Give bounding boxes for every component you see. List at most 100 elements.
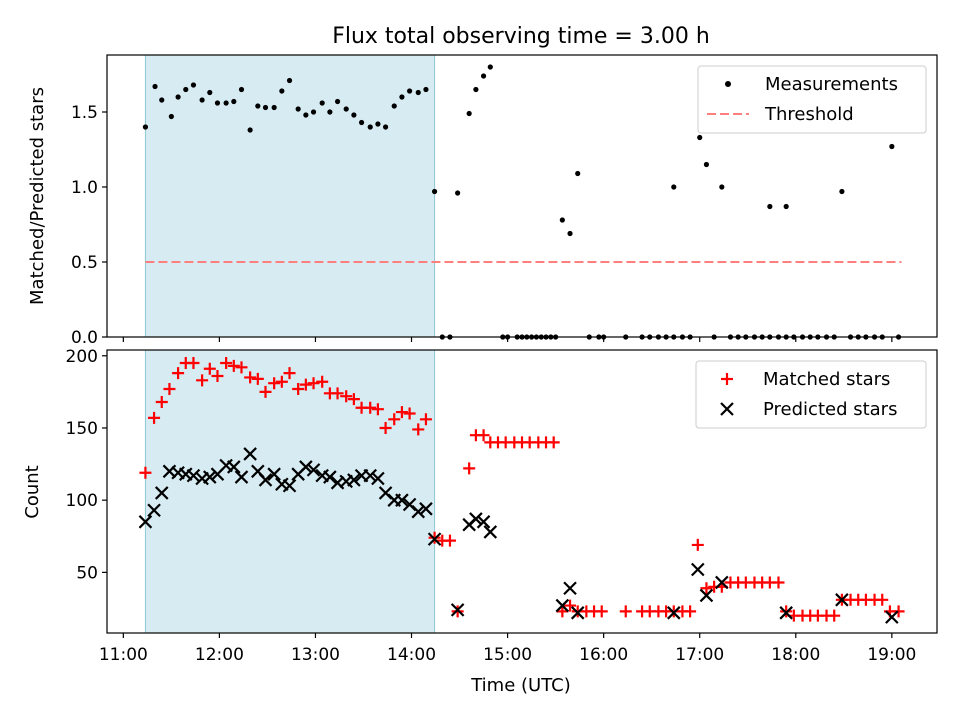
measurement-point [431,188,438,195]
measurement-point [295,106,301,112]
matched-star-point [251,372,264,385]
measurement-point [783,203,789,210]
bottom-panel-shaded-span [144,349,436,634]
top-legend: Measurements Threshold [697,65,927,134]
measurement-point [480,73,487,79]
matched-star-point [347,393,360,406]
matched-star-point [379,421,392,434]
predicted-star-point [699,588,714,603]
matched-star-point [268,377,281,390]
predicted-star-point [147,503,161,518]
predicted-star-point [411,504,426,519]
matched-star-point [463,462,476,475]
x-tick-label: 18:00 [771,645,820,665]
measurement-point [351,112,357,118]
matched-star-point [371,403,384,416]
measurement-point [399,94,405,100]
predicted-star-point [282,478,297,493]
predicted-star-point [347,473,361,487]
measurement-point [142,124,149,130]
top-panel: 0.0 0.5 1.0 1.5 Matched/Predicted stars Mea… [27,54,938,348]
bottom-legend: Matched stars Predicted stars [695,360,927,429]
measurement-point [207,89,213,96]
legend-threshold-label: Threshold [764,104,854,125]
matched-star-point [331,387,344,400]
bottom-panel-frame [106,349,938,634]
measurement-point [334,98,341,105]
matched-star-point [292,382,305,395]
predicted-star-point [476,515,491,529]
matched-star-point [684,605,697,618]
predicted-star-point [570,606,585,620]
measurement-point [567,230,573,237]
measurement-point [391,103,397,109]
measurement-point [190,82,197,88]
measurement-point [575,170,581,177]
legend-matched-marker [721,373,733,385]
legend-predicted-label: Predicted stars [763,399,897,420]
predicted-star-point [186,468,201,483]
predicted-star-point [563,581,577,596]
matched-star-point [244,371,257,384]
y-tick-label: 100 [66,491,98,511]
matched-star-point [172,367,185,380]
measurement-point [327,109,333,115]
measurement-point [262,104,269,111]
predicted-star-point [667,606,681,620]
matched-star-point [283,367,296,380]
measurement-point [214,100,221,106]
predicted-star-point [885,610,899,624]
measurement-point [423,86,429,93]
predicted-star-point [427,532,442,546]
measurement-point [175,94,181,100]
x-tick-label: 15:00 [483,645,532,665]
matched-star-point [227,359,240,372]
measurement-point [168,113,174,120]
measurement-point [703,161,710,168]
legend-measurements-marker [725,81,731,87]
matched-star-point [691,538,704,551]
matched-star-point [163,382,176,395]
measurement-point [466,110,472,117]
measurement-point [473,86,479,93]
measurement-point [279,88,285,94]
x-tick-label: 13:00 [291,645,340,665]
measurement-point [238,86,245,93]
measurement-point [415,89,421,96]
predicted-star-point [203,470,217,484]
y-tick-label: 1.5 [71,103,98,123]
matched-star-point [892,605,905,618]
x-tick-label: 16:00 [579,645,628,665]
y-tick-label: 0.5 [71,253,98,273]
matched-star-point [220,356,233,369]
matched-star-point [556,605,569,618]
matched-star-point [340,390,353,403]
matched-star-point [275,375,288,388]
predicted-star-point [234,470,249,484]
measurement-point [271,104,277,111]
predicted-star-point [483,525,498,539]
measurement-point [159,97,165,103]
measurement-point [319,100,325,106]
predicted-star-point [419,502,433,516]
measurement-point [310,109,317,115]
bottom-legend-frame [695,360,927,429]
measurement-point [382,124,389,130]
matched-star-point [403,407,416,420]
predicted-star-point [371,471,385,486]
predicted-star-point [363,468,377,483]
matched-star-point [235,361,248,374]
x-tick-label: 14:00 [387,645,436,665]
measurement-point [487,64,493,70]
chart-title: Flux total observing time = 3.00 h [332,24,710,49]
measurement-point [343,106,349,112]
bottom-panel: 50 100 150 200 11:00 12:00 13:00 14:00 15:00 16:… [22,347,938,696]
x-tick-label: 11:00 [99,645,148,665]
measurement-point [247,127,253,133]
matched-star-point [412,423,425,436]
matched-star-point [364,401,377,414]
predicted-star-point [154,486,169,500]
matched-star-point [443,534,456,547]
matched-star-point [564,599,577,612]
